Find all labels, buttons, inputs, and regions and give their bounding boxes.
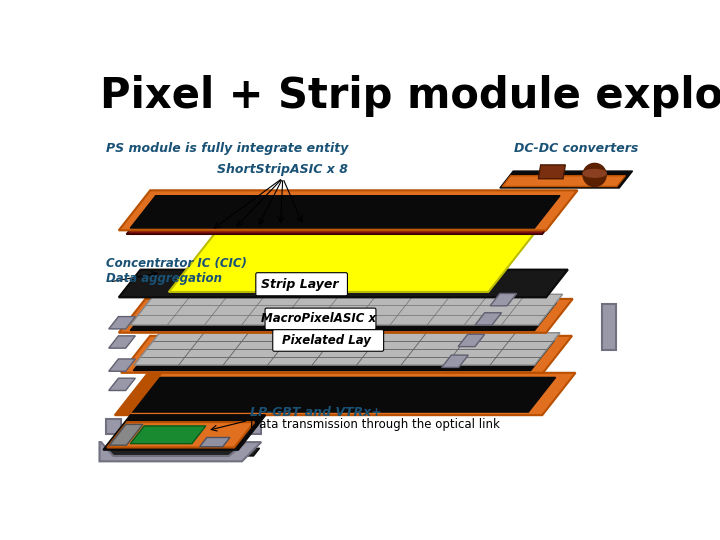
Polygon shape: [109, 378, 135, 390]
FancyBboxPatch shape: [273, 330, 384, 351]
FancyBboxPatch shape: [256, 273, 348, 296]
Text: MacroPixelASIC x: MacroPixelASIC x: [261, 313, 377, 326]
Polygon shape: [109, 359, 135, 372]
Polygon shape: [500, 171, 633, 188]
Polygon shape: [199, 437, 230, 447]
Polygon shape: [109, 316, 135, 329]
Polygon shape: [130, 195, 560, 228]
FancyBboxPatch shape: [265, 308, 376, 330]
Polygon shape: [115, 373, 575, 415]
Polygon shape: [119, 299, 572, 333]
Polygon shape: [475, 313, 502, 325]
Polygon shape: [602, 303, 616, 350]
Text: Data transmission through the optical link: Data transmission through the optical li…: [250, 417, 500, 430]
Text: DC-DC converters: DC-DC converters: [514, 142, 639, 155]
Text: Pixel + Strip module exploded view: Pixel + Strip module exploded view: [99, 75, 720, 117]
Polygon shape: [133, 340, 554, 370]
Polygon shape: [130, 294, 562, 325]
Polygon shape: [127, 217, 556, 234]
Polygon shape: [130, 426, 206, 444]
Text: Pixelated Lay: Pixelated Lay: [282, 334, 371, 347]
Text: PS module is fully integrate entity: PS module is fully integrate entity: [106, 142, 348, 155]
Polygon shape: [134, 333, 560, 365]
Circle shape: [583, 164, 606, 186]
Polygon shape: [458, 334, 485, 347]
Polygon shape: [104, 415, 266, 450]
Polygon shape: [168, 231, 536, 292]
Polygon shape: [109, 424, 143, 445]
Text: Concentrator IC (CIC)
Data aggregation: Concentrator IC (CIC) Data aggregation: [106, 257, 246, 285]
Ellipse shape: [583, 170, 606, 177]
Polygon shape: [503, 176, 626, 186]
Polygon shape: [109, 336, 135, 348]
Polygon shape: [130, 303, 557, 330]
Polygon shape: [119, 269, 568, 298]
Polygon shape: [121, 336, 572, 373]
Text: Strip Layer: Strip Layer: [261, 278, 338, 291]
Text: ShortStripASIC x 8: ShortStripASIC x 8: [217, 164, 348, 177]
Polygon shape: [107, 422, 254, 448]
Polygon shape: [490, 294, 517, 306]
Polygon shape: [129, 377, 556, 412]
Polygon shape: [104, 448, 259, 456]
Text: LP-GBT and VTRx+: LP-GBT and VTRx+: [250, 406, 382, 419]
Polygon shape: [119, 190, 577, 231]
Polygon shape: [106, 419, 261, 434]
Polygon shape: [115, 373, 162, 415]
Polygon shape: [441, 355, 468, 367]
Polygon shape: [99, 442, 261, 461]
Polygon shape: [539, 165, 565, 179]
